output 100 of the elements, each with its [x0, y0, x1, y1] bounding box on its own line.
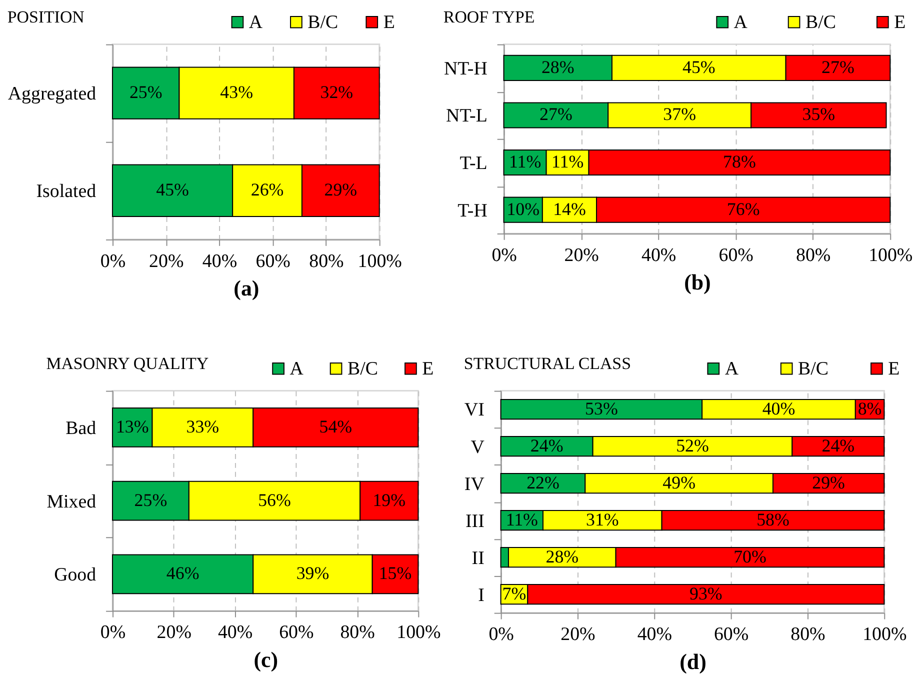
x-tick-label: 100%	[358, 250, 402, 272]
x-tick-label: 100%	[868, 244, 913, 266]
y-tick-label: Isolated	[36, 181, 97, 202]
x-tick-label: 100%	[396, 622, 441, 644]
data-label: 8%	[858, 398, 882, 418]
legend-label: E	[894, 12, 906, 34]
legend-label: E	[422, 358, 434, 380]
x-tick-label: 20%	[156, 622, 192, 644]
chart-title: POSITION	[7, 7, 84, 26]
data-label: 28%	[546, 546, 579, 566]
data-label: 10%	[506, 198, 540, 219]
legend-label: B/C	[805, 12, 836, 34]
y-tick-label: IV	[464, 474, 485, 495]
data-label: 54%	[319, 416, 352, 436]
x-tick-label: 80%	[340, 622, 376, 644]
data-label: 46%	[166, 563, 200, 584]
data-label: 45%	[156, 180, 190, 200]
data-label: 27%	[822, 56, 854, 77]
data-label: 11%	[506, 509, 538, 530]
x-tick-label: 20%	[560, 624, 596, 646]
y-tick-label: II	[472, 548, 484, 569]
data-label: 56%	[258, 490, 292, 510]
chart-title: MASONRY QUALITY	[46, 354, 209, 373]
y-tick-label: T-H	[458, 200, 488, 222]
legend-label: A	[248, 12, 263, 34]
data-label: 58%	[756, 509, 790, 530]
legend-label: B/C	[347, 358, 378, 380]
legend-label: E	[383, 12, 395, 34]
data-label: 13%	[116, 416, 149, 436]
data-label: 26%	[250, 180, 284, 200]
x-axis-title: (b)	[684, 270, 711, 295]
data-label: 11%	[551, 151, 584, 172]
legend-label: A	[290, 358, 304, 380]
y-tick-label: NT-L	[446, 106, 488, 127]
x-tick-label: 20%	[149, 250, 184, 272]
x-tick-label: 20%	[564, 244, 600, 266]
data-label: 27%	[540, 104, 572, 124]
x-tick-label: 40%	[218, 622, 253, 644]
x-tick-label: 40%	[637, 624, 672, 646]
data-label: 49%	[662, 472, 696, 492]
data-label: 15%	[378, 563, 412, 584]
data-label: 52%	[676, 435, 709, 456]
data-label: 70%	[734, 546, 766, 566]
x-tick-label: 0%	[492, 244, 518, 266]
y-tick-label: VI	[464, 400, 484, 421]
y-tick-label: Mixed	[46, 491, 97, 512]
x-tick-label: 0%	[100, 250, 126, 272]
data-label: 45%	[682, 56, 716, 77]
data-label: 32%	[320, 82, 354, 102]
data-label: 25%	[134, 490, 168, 510]
legend-label: B/C	[798, 358, 829, 380]
chart-title: ROOF TYPE	[443, 7, 535, 26]
data-label: 37%	[663, 104, 696, 124]
y-tick-label: I	[478, 584, 484, 606]
y-tick-label: III	[465, 510, 484, 532]
x-tick-label: 80%	[309, 250, 344, 272]
data-label: 35%	[802, 104, 836, 124]
y-tick-label: V	[470, 436, 485, 458]
data-label: 19%	[372, 490, 406, 510]
x-tick-label: 60%	[714, 624, 749, 646]
x-tick-label: 60%	[256, 250, 291, 272]
x-tick-label: 80%	[796, 244, 831, 266]
x-tick-label: 0%	[488, 624, 514, 646]
data-label: 11%	[508, 151, 542, 172]
y-tick-label: T-L	[460, 152, 488, 174]
legend-label: A	[734, 12, 748, 34]
data-label: 29%	[324, 180, 358, 200]
legend-label: E	[888, 358, 900, 380]
legend-label: A	[724, 358, 739, 380]
data-label: 14%	[553, 198, 586, 219]
x-tick-label: 0%	[100, 622, 126, 644]
data-label: 24%	[530, 435, 564, 456]
chart-title: STRUCTURAL CLASS	[464, 354, 631, 373]
y-tick-label: Aggregated	[8, 84, 97, 105]
data-label: 28%	[541, 56, 574, 77]
y-tick-label: Bad	[66, 418, 97, 439]
x-tick-label: 60%	[279, 622, 314, 644]
data-label: 76%	[726, 198, 760, 219]
x-tick-label: 80%	[790, 624, 826, 646]
data-label: 53%	[585, 398, 618, 418]
data-label: 24%	[822, 435, 855, 456]
data-label: 39%	[296, 563, 330, 584]
x-tick-label: 40%	[642, 244, 676, 266]
data-label: 43%	[220, 82, 254, 102]
legend-label: B/C	[308, 12, 338, 34]
x-tick-label: 100%	[862, 624, 907, 646]
x-tick-label: 60%	[718, 244, 754, 266]
data-label: 40%	[762, 398, 796, 418]
x-axis-title: (c)	[254, 647, 278, 672]
data-label: 33%	[186, 416, 220, 436]
x-tick-label: 40%	[202, 250, 238, 272]
data-label: 78%	[723, 151, 756, 172]
x-axis-title: (a)	[234, 276, 260, 301]
data-label: 31%	[586, 509, 619, 530]
data-label: 93%	[689, 583, 722, 604]
data-label: 7%	[502, 583, 526, 604]
data-label: 22%	[526, 472, 560, 492]
data-label: 29%	[812, 472, 846, 492]
x-axis-title: (d)	[680, 649, 706, 674]
data-label: 25%	[129, 82, 162, 102]
